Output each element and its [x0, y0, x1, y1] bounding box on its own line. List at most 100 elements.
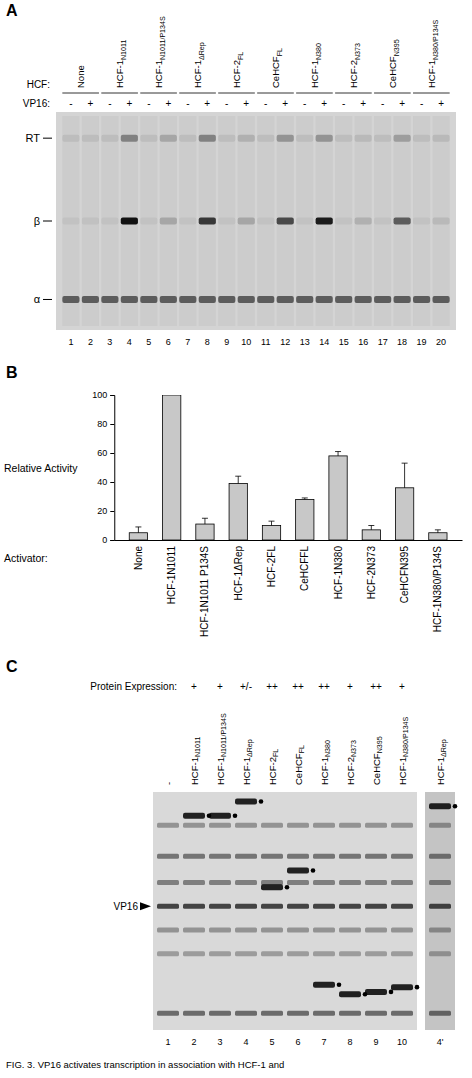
background-band [339, 854, 361, 859]
bar [129, 533, 147, 540]
hcf-dot [311, 868, 316, 873]
background-band [339, 951, 361, 956]
panel-letter: A [6, 2, 18, 19]
lane-smear [296, 116, 313, 326]
vp16-sign: - [147, 98, 150, 109]
lane-number: 7 [321, 1037, 326, 1047]
lane-number: 1 [68, 337, 73, 347]
x-axis: NoneHCF-1N1011HCF-1N1011 P134SHCF-1ΔRepH… [115, 540, 463, 637]
band-rt [296, 135, 313, 142]
band-tick [43, 221, 52, 222]
lane-smear [394, 116, 411, 326]
band-alpha [160, 296, 177, 303]
panel-b: Relative Activity020406080100NoneHCF-1N1… [4, 390, 463, 637]
band-rt [160, 135, 177, 142]
label-base: HCF-1 [426, 60, 437, 88]
band-rt [101, 135, 118, 142]
background-band [339, 823, 361, 828]
error-bar [135, 527, 141, 533]
error-bar [335, 452, 341, 456]
expression: + [399, 681, 405, 692]
tick: HCF-1N1011 P134S [199, 540, 210, 637]
background-band [157, 928, 179, 933]
background-band [339, 1011, 361, 1016]
band-tick [43, 299, 52, 300]
lane-number: 15 [339, 337, 349, 347]
tick: HCF-1N1011 [166, 540, 177, 604]
background-band [365, 823, 387, 828]
band-beta [62, 218, 79, 225]
lane-number: 5 [269, 1037, 274, 1047]
blot [153, 792, 417, 1030]
hcf-dot [233, 814, 238, 819]
label: HCF-2FL [267, 749, 281, 785]
band-rt [316, 135, 333, 142]
label: CeHCFFL [270, 48, 284, 88]
label-base: HCF-1 [114, 60, 125, 88]
group-bracket [62, 93, 99, 94]
background-band [391, 928, 413, 933]
y-tick [110, 395, 114, 396]
vp16-sign: - [108, 98, 111, 109]
label-base: HCF-2 [345, 757, 356, 785]
label: HCF-1N1011 [114, 40, 128, 88]
label-sub: N380 [315, 43, 323, 60]
lane-smear [374, 116, 391, 326]
lane-smear [257, 116, 274, 326]
label-base: CeHCF [293, 753, 304, 785]
lane-number: 8 [347, 1037, 352, 1047]
panel-letter: B [6, 364, 18, 381]
row-heading: VP16: [23, 98, 50, 109]
y-tick [110, 453, 114, 454]
lane-smear [355, 116, 372, 326]
vp16-sign: + [165, 98, 171, 109]
background-band [313, 951, 335, 956]
vp16-sign: + [438, 98, 444, 109]
background-band [429, 904, 451, 909]
label: HCF-1N380 [309, 43, 323, 88]
background-band [261, 854, 283, 859]
error-bar [435, 530, 441, 533]
panel-a: HCF:VP16:NoneHCF-1N1011HCF-1N1011/P134SH… [23, 16, 456, 347]
y-tick [110, 511, 114, 512]
band-alpha [296, 296, 313, 303]
y-tick [110, 540, 114, 541]
label-base: HCF-1 [309, 60, 320, 88]
tick: 60 [97, 448, 114, 458]
label-base: CeHCF [371, 753, 382, 785]
label-base: CeHCF [387, 56, 398, 88]
lane-number: 17 [378, 337, 388, 347]
background-band [157, 951, 179, 956]
background-band [391, 854, 413, 859]
label-sub: N373 [354, 43, 362, 60]
marker-label: VP16 [114, 901, 139, 912]
label: HCF-1N1011/P134S [215, 713, 229, 785]
expression: ++ [266, 681, 278, 692]
tick: CeHCFFL [299, 540, 310, 591]
lane-number: 3 [217, 1037, 222, 1047]
label-base: HCF-1 [241, 757, 252, 785]
vp16-sign: - [186, 98, 189, 109]
bar [329, 456, 347, 540]
x-tick-label: HCF-1N380/P134S [432, 546, 443, 632]
x-tick-label: CeHCFN395 [399, 546, 410, 604]
background-band [287, 823, 309, 828]
background-band [391, 880, 413, 885]
background-band [313, 928, 335, 933]
label: HCF-1N380 [319, 740, 333, 785]
expression: ++ [318, 681, 330, 692]
label-base: None [75, 65, 86, 88]
background-band [261, 951, 283, 956]
band-label: β [34, 215, 40, 227]
background-band [235, 951, 257, 956]
background-band [209, 880, 231, 885]
band-label: RT [26, 132, 41, 144]
vp16-sign: + [243, 98, 249, 109]
band-rt [218, 135, 235, 142]
band-tick [43, 138, 52, 139]
band-rt [374, 135, 391, 142]
label-base: HCF-1 [397, 757, 408, 785]
lane-smear [218, 116, 235, 326]
lane-number: 1 [165, 1037, 170, 1047]
label: HCF-1ΔRep [435, 739, 449, 785]
